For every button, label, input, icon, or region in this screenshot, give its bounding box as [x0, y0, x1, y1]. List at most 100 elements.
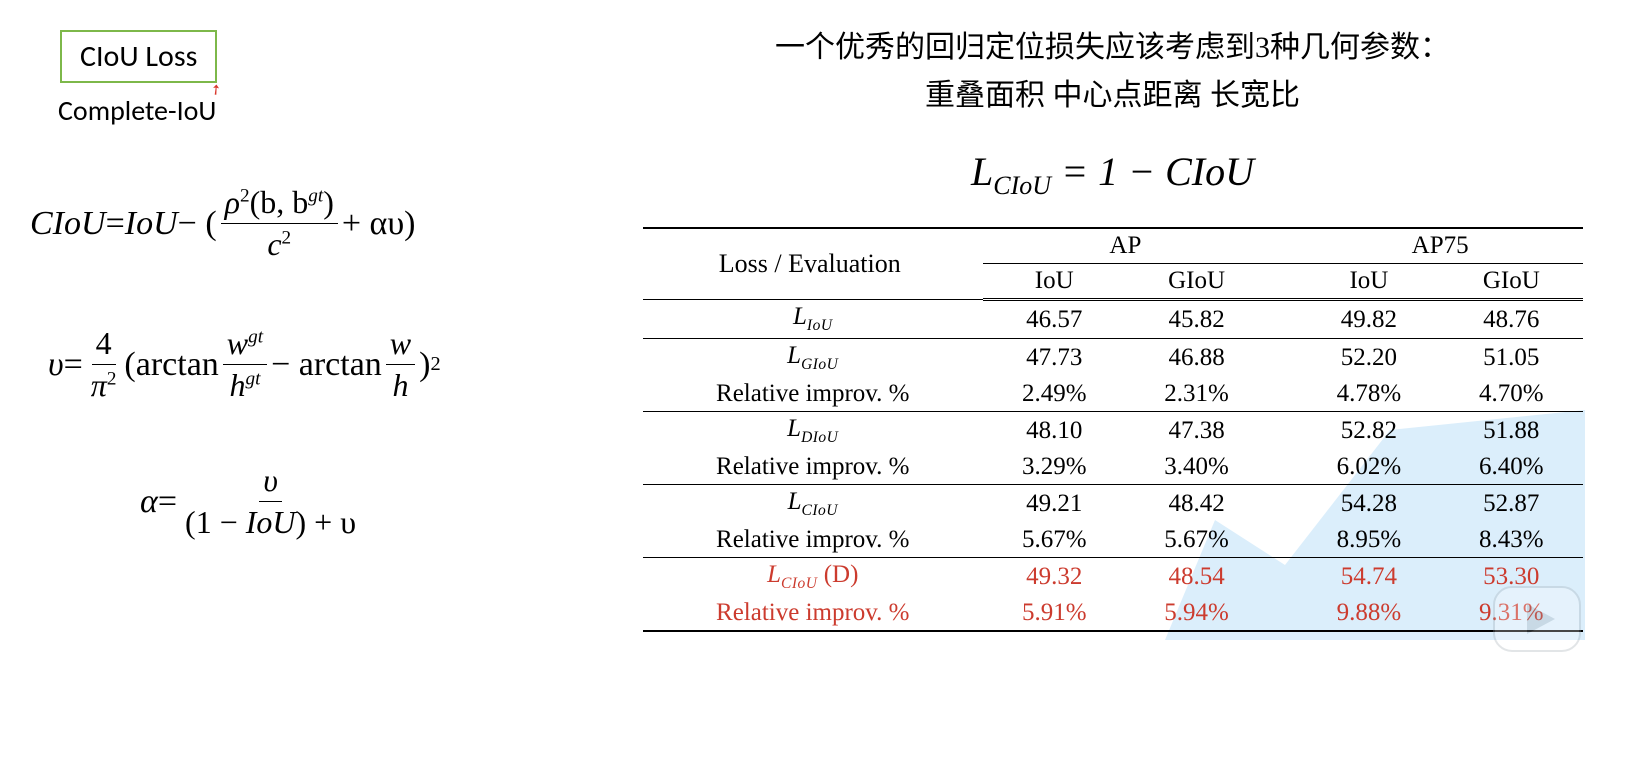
hdr-ap: AP — [983, 228, 1268, 264]
table-cell: 48.76 — [1440, 300, 1582, 339]
table-row: Relative improv. %5.91%5.94%9.88%9.31% — [643, 596, 1583, 631]
eq2-open: (arctan — [124, 346, 218, 384]
hdr-ap75-giou: GIoU — [1440, 264, 1582, 300]
eq2-eq: = — [64, 346, 83, 384]
eq2-frac3: w h — [386, 325, 415, 404]
eq1-rho: ρ — [225, 184, 240, 220]
eq2-lhs: υ — [48, 346, 64, 384]
table-row: Relative improv. %2.49%2.31%4.78%4.70% — [643, 377, 1583, 412]
alpha-formula: α = υ (1 − IoU) + υ — [140, 462, 580, 541]
play-badge-icon — [1493, 586, 1581, 657]
eq1-args: (b, b — [250, 184, 309, 220]
hdr-ap-iou: IoU — [983, 264, 1125, 300]
table-cell: 8.95% — [1298, 523, 1440, 558]
eq2-hgt: h — [229, 367, 245, 403]
table-cell: 49.21 — [983, 485, 1125, 524]
table-cell: 6.02% — [1298, 450, 1440, 485]
eq2-wgt: w — [227, 325, 248, 361]
eq1-c: c — [267, 226, 281, 262]
eq1-lhs: CIoU — [30, 205, 106, 243]
table-cell: 51.05 — [1440, 339, 1582, 378]
eq3-den-b: ) + υ — [296, 504, 357, 540]
table-cell: 48.54 — [1125, 558, 1267, 597]
eq1-c-sup: 2 — [282, 227, 292, 248]
cn-line2: 重叠面积 中心点距离 长宽比 — [775, 72, 1450, 120]
l-ciou-equation: LCIoU = 1 − CIoU — [971, 148, 1254, 201]
row-label: LCIoU (D) — [643, 558, 984, 597]
table-cell: 8.43% — [1440, 523, 1582, 558]
cn-line1: 一个优秀的回归定位损失应该考虑到3种几何参数： — [775, 24, 1450, 72]
complete-iou-subtitle: Complete-IoU ➚ — [58, 93, 580, 128]
table-cell: 47.38 — [1125, 412, 1267, 451]
table-row: LCIoU49.2148.4254.2852.87 — [643, 485, 1583, 524]
table-cell: 52.20 — [1298, 339, 1440, 378]
table-cell: 49.82 — [1298, 300, 1440, 339]
eq3-den-a: (1 − — [185, 504, 246, 540]
eq2-pi: π — [91, 367, 107, 403]
table-cell: 51.88 — [1440, 412, 1582, 451]
table-row: Relative improv. %3.29%3.40%6.02%6.40% — [643, 450, 1583, 485]
table-cell: 6.40% — [1440, 450, 1582, 485]
loss-L-sub: CIoU — [993, 171, 1051, 200]
results-table: Loss / Evaluation AP AP75 IoU GIoU IoU G… — [643, 227, 1583, 632]
row-label: Relative improv. % — [643, 377, 984, 412]
eq1-args-close: ) — [323, 184, 334, 220]
hdr-gap1 — [1268, 228, 1298, 264]
table-cell: 54.28 — [1298, 485, 1440, 524]
eq2-pi-sup: 2 — [107, 368, 117, 389]
table-cell: 5.91% — [983, 596, 1125, 631]
loss-L: L — [971, 149, 993, 194]
table-cell: 5.67% — [983, 523, 1125, 558]
hdr-ap-giou: GIoU — [1125, 264, 1267, 300]
eq1-args-sup: gt — [308, 185, 323, 206]
eq2-close-sup: 2 — [430, 353, 440, 376]
table-cell: 46.57 — [983, 300, 1125, 339]
hdr-ap75-iou: IoU — [1298, 264, 1440, 300]
eq1-minus: − ( — [178, 205, 217, 243]
row-label: LDIoU — [643, 412, 984, 451]
row-label: Relative improv. % — [643, 450, 984, 485]
row-label: LIoU — [643, 300, 984, 339]
upsilon-formula: υ = 4 π2 (arctan wgt hgt − arctan w h )2 — [48, 325, 580, 404]
ciou-loss-box: CIoU Loss — [60, 30, 217, 83]
eq3-lhs: α — [140, 483, 158, 521]
subtitle-text: Complete-IoU — [58, 93, 216, 128]
table-cell: 46.88 — [1125, 339, 1267, 378]
eq2-hgt-sup: gt — [245, 368, 260, 389]
table-cell: 3.40% — [1125, 450, 1267, 485]
row-label: Relative improv. % — [643, 596, 984, 631]
eq2-close: ) — [419, 346, 430, 384]
eq2-w: w — [386, 325, 415, 365]
loss-rhs: = 1 − CIoU — [1051, 149, 1254, 194]
table-cell: 52.82 — [1298, 412, 1440, 451]
table-cell: 9.88% — [1298, 596, 1440, 631]
table-row: LDIoU48.1047.38 52.8251.88 — [643, 412, 1583, 451]
eq3-frac: υ (1 − IoU) + υ — [181, 462, 360, 541]
eq2-four: 4 — [92, 325, 116, 365]
eq3-den-iou: IoU — [246, 504, 296, 540]
eq2-h: h — [388, 365, 412, 404]
ciou-formula: CIoU = IoU − ( ρ2(b, bgt) c2 + αυ) — [30, 184, 580, 263]
table-cell: 48.42 — [1125, 485, 1267, 524]
table-row: Relative improv. %5.67%5.67%8.95%8.43% — [643, 523, 1583, 558]
table-row: LGIoU47.7346.88 52.2051.05 — [643, 339, 1583, 378]
eq2-frac1: 4 π2 — [87, 325, 121, 404]
eq1-iou: IoU — [125, 205, 178, 243]
table-cell: 4.78% — [1298, 377, 1440, 412]
table-cell: 48.10 — [983, 412, 1125, 451]
row-label: Relative improv. % — [643, 523, 984, 558]
hdr-ap75: AP75 — [1298, 228, 1583, 264]
table-cell: 47.73 — [983, 339, 1125, 378]
eq1-rho-sup: 2 — [240, 185, 250, 206]
eq2-frac2: wgt hgt — [223, 325, 267, 404]
table-cell: 54.74 — [1298, 558, 1440, 597]
row-label: LGIoU — [643, 339, 984, 378]
eq1-plus: + αυ) — [342, 205, 416, 243]
chinese-description: 一个优秀的回归定位损失应该考虑到3种几何参数： 重叠面积 中心点距离 长宽比 — [775, 24, 1450, 120]
eq1-eq: = — [106, 205, 125, 243]
hdr-loss-eval: Loss / Evaluation — [643, 228, 984, 300]
table-row: LIoU46.5745.8249.8248.76 — [643, 300, 1583, 339]
table-cell: 5.67% — [1125, 523, 1267, 558]
eq3-num: υ — [259, 462, 282, 502]
table-cell: 4.70% — [1440, 377, 1582, 412]
